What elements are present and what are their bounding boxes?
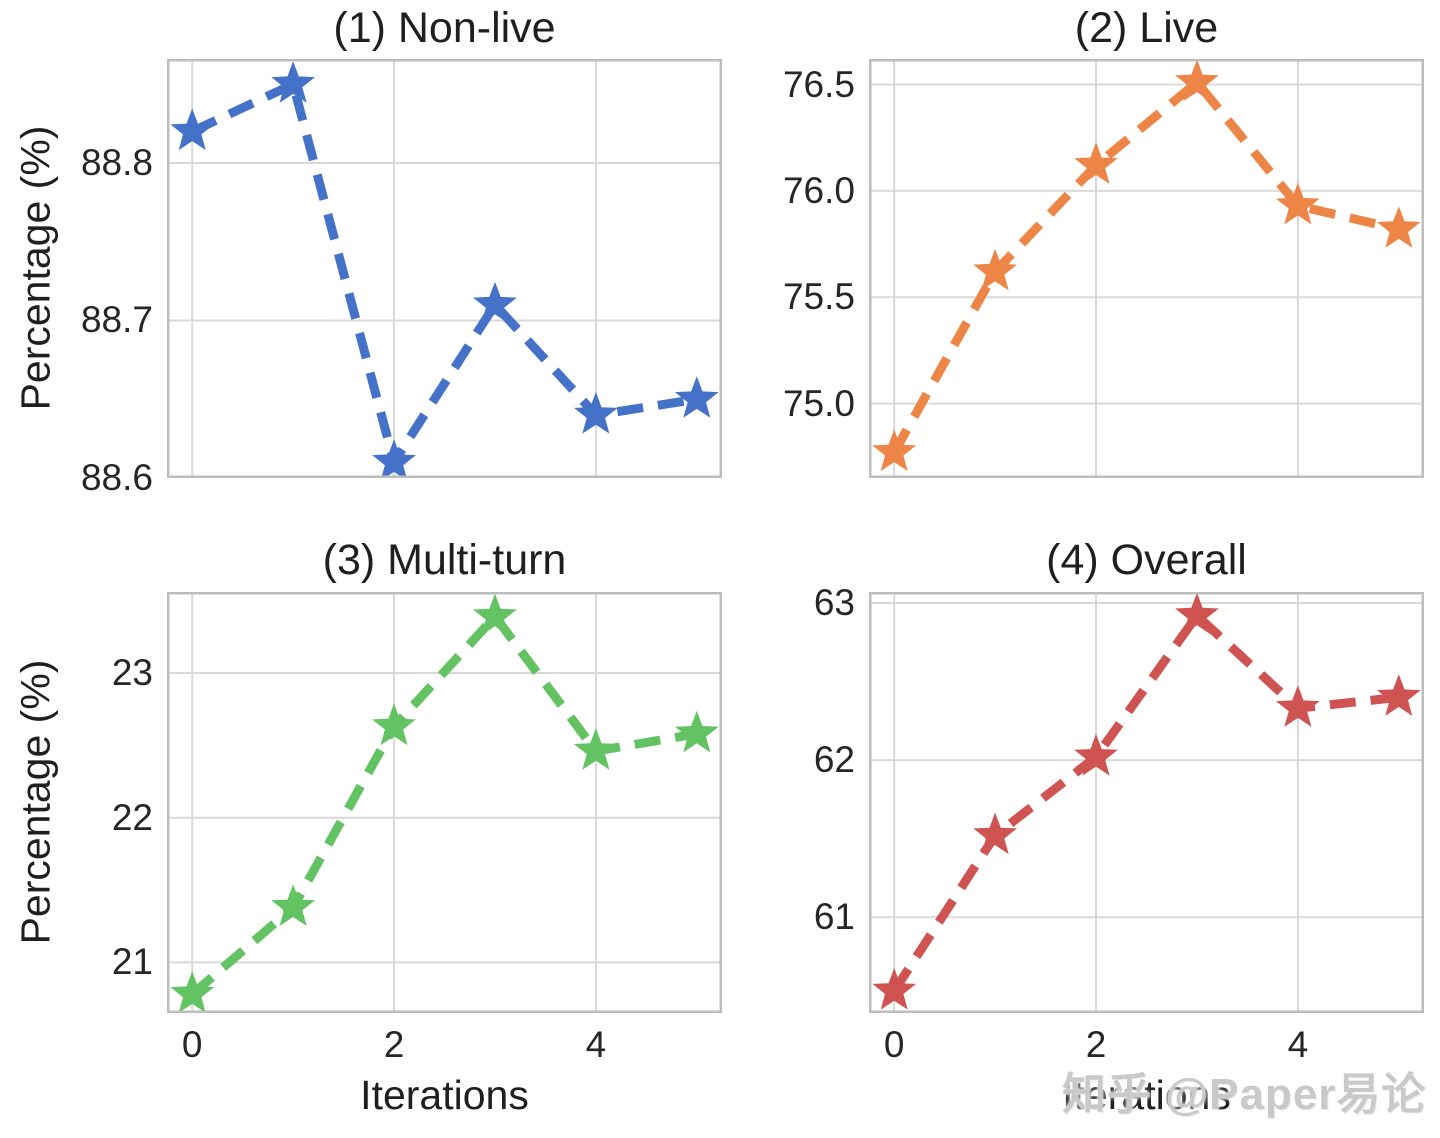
line-chart-overall (869, 592, 1424, 1013)
axes-frame (167, 592, 722, 1013)
x-tick-label: 4 (585, 1024, 607, 1065)
data-point-marker (1175, 592, 1219, 635)
axes-frame (869, 592, 1424, 1013)
line-chart-multi-turn (167, 592, 722, 1013)
y-tick-label: 21 (111, 941, 153, 983)
data-point-marker (1276, 182, 1320, 225)
data-point-marker (973, 248, 1017, 291)
data-point-marker (473, 281, 517, 324)
data-point-marker (872, 968, 917, 1010)
x-axis-label-multi-turn: Iterations (360, 1072, 529, 1118)
data-point-marker (872, 429, 917, 472)
data-point-marker (271, 61, 315, 103)
y-tick-label: 63 (813, 581, 855, 623)
axes-frame (167, 59, 722, 478)
data-series-line (890, 77, 1400, 455)
data-point-marker (1376, 674, 1421, 716)
x-tick-label: 2 (383, 1024, 405, 1065)
y-tick-label: 23 (111, 652, 153, 694)
data-point-marker (372, 439, 416, 478)
data-point-marker (574, 392, 618, 434)
data-point-marker (271, 884, 315, 926)
chart-title-multi-turn: (3) Multi-turn (322, 536, 567, 584)
data-series-line (189, 612, 698, 998)
y-tick-label: 22 (111, 796, 153, 838)
x-axis-label-overall: Iterations (1062, 1072, 1231, 1118)
x-tick-label: 0 (181, 1024, 203, 1065)
data-point-marker (674, 376, 719, 418)
y-tick-label: 75.5 (782, 276, 855, 318)
y-tick-label: 75.0 (782, 382, 855, 424)
data-point-marker (1376, 206, 1421, 248)
data-series-line (190, 79, 698, 467)
data-series-line (890, 611, 1400, 994)
data-point-marker (473, 593, 517, 636)
y-tick-label: 76.0 (782, 169, 855, 211)
plot-area-multi-turn (167, 592, 722, 1013)
plot-area-live (869, 59, 1424, 478)
y-tick-label: 62 (813, 739, 855, 781)
data-point-marker (170, 971, 215, 1013)
y-tick-label: 61 (813, 896, 855, 938)
y-tick-label: 88.7 (80, 299, 153, 341)
data-point-marker (674, 710, 719, 753)
data-point-marker (170, 108, 215, 151)
chart-title-non-live: (1) Non-live (333, 4, 556, 52)
line-chart-non-live (167, 59, 722, 478)
watermark: 知乎 @Paper易论 (1062, 1070, 1427, 1119)
y-tick-label: 88.8 (80, 141, 153, 183)
plot-area-non-live (167, 59, 722, 478)
data-point-marker (1276, 685, 1320, 727)
chart-title-live: (2) Live (1074, 4, 1219, 52)
data-point-marker (1074, 733, 1118, 776)
axes-frame (869, 59, 1424, 478)
y-tick-label: 88.6 (80, 457, 153, 498)
data-point-marker (973, 812, 1017, 855)
x-tick-label: 4 (1287, 1024, 1309, 1065)
data-point-marker (372, 703, 416, 746)
data-point-marker (574, 728, 618, 770)
data-point-marker (1074, 142, 1118, 184)
x-tick-label: 0 (883, 1024, 905, 1065)
plot-area-overall (869, 592, 1424, 1013)
chart-title-overall: (4) Overall (1046, 536, 1247, 584)
data-point-marker (1175, 59, 1219, 101)
line-chart-live (869, 59, 1424, 478)
y-tick-label: 76.5 (782, 63, 855, 105)
x-tick-label: 2 (1085, 1024, 1107, 1065)
